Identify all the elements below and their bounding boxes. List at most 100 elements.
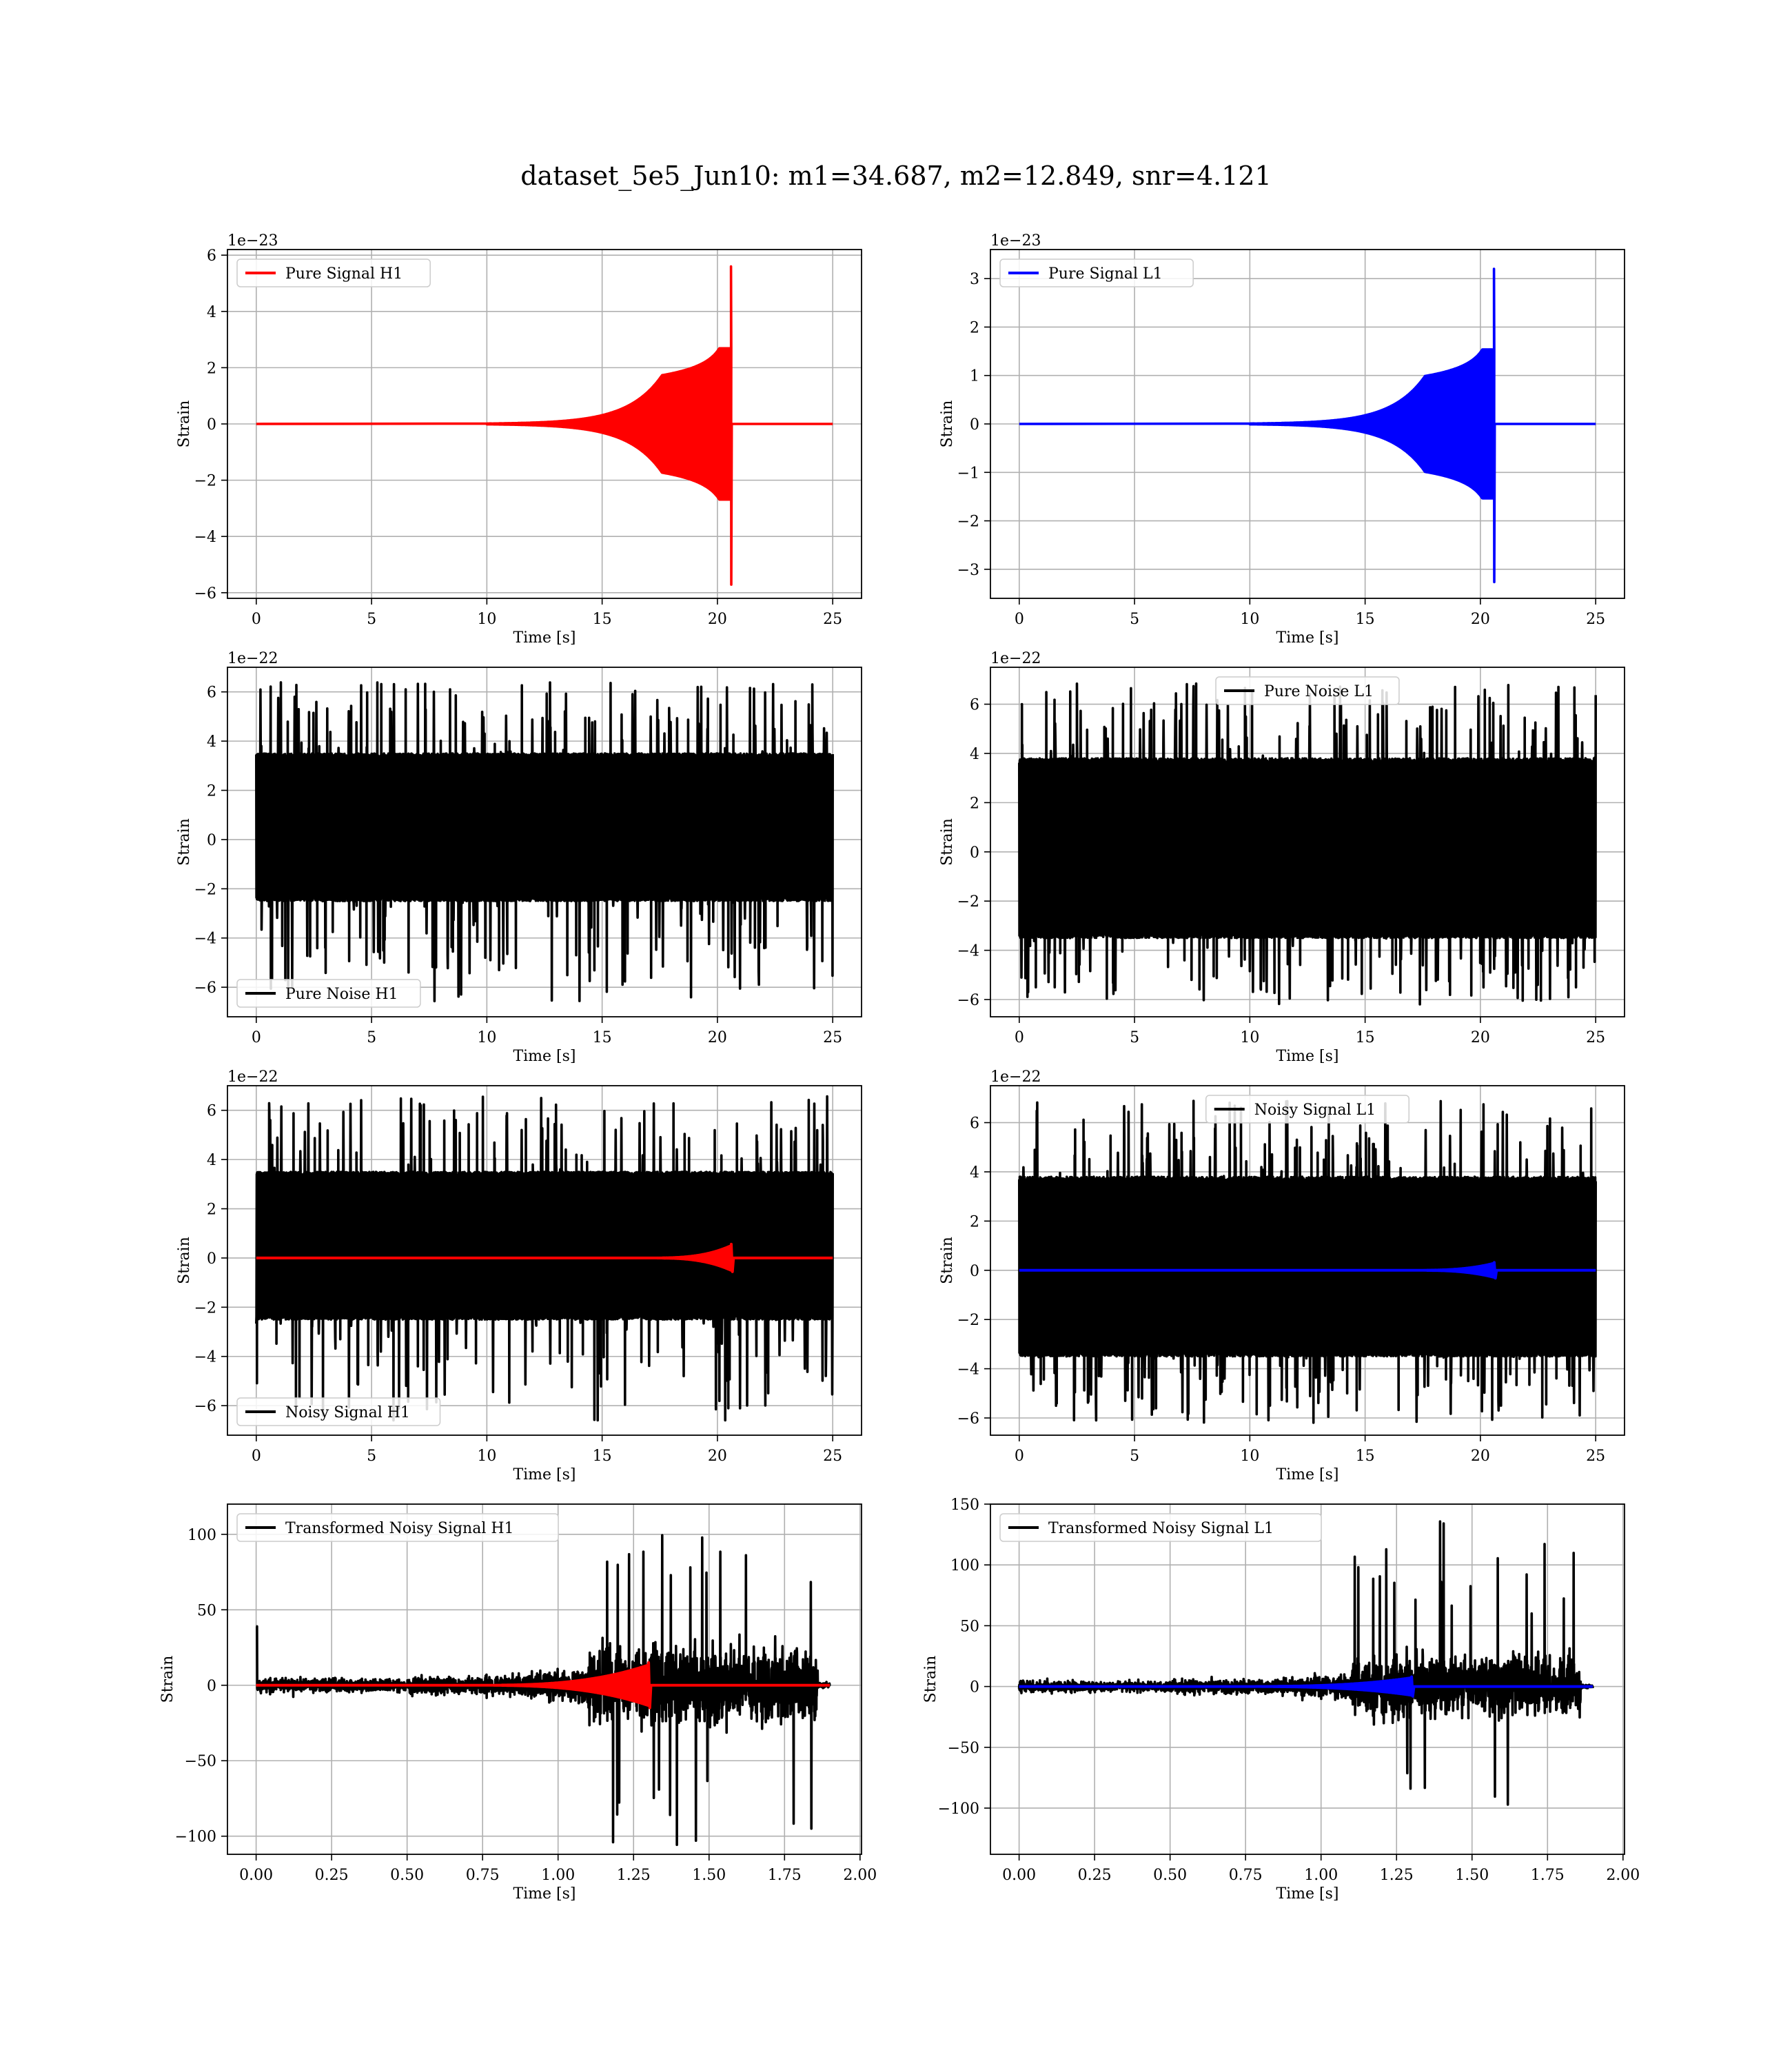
legend-label: Transformed Noisy Signal L1 xyxy=(1048,1520,1274,1537)
y-tick-label: 0 xyxy=(207,1678,216,1695)
y-tick-label: −4 xyxy=(957,943,979,960)
y-tick-label: 4 xyxy=(207,733,216,751)
x-tick-label: 1.00 xyxy=(541,1867,575,1884)
legend-box xyxy=(1215,676,1400,705)
x-tick-label: 20 xyxy=(708,1029,727,1046)
legend-box xyxy=(236,258,431,287)
x-tick-label: 0 xyxy=(1015,611,1024,628)
series-line-2 xyxy=(256,1242,833,1273)
x-tick-label: 15 xyxy=(593,1029,612,1046)
legend: Transformed Noisy Signal L1 xyxy=(999,1513,1322,1542)
y-tick-label: −6 xyxy=(194,1398,216,1415)
x-tick-label: 0.75 xyxy=(1229,1867,1263,1884)
x-axis-label: Time [s] xyxy=(513,629,576,647)
series-line-1 xyxy=(255,1534,831,1846)
axes-frame xyxy=(227,1503,862,1855)
chart-panel-7: 0.00 0.25 0.50 0.75 1.00 1.25 1.50 1.75 2.00 −100… xyxy=(159,1503,877,1903)
offset-text: 1e−22 xyxy=(227,650,278,667)
x-tick-label: 15 xyxy=(593,611,612,628)
legend-label: Pure Noise H1 xyxy=(285,986,398,1003)
legend: Pure Signal L1 xyxy=(999,258,1194,287)
x-tick-label: 0.50 xyxy=(390,1867,424,1884)
x-tick-label: 5 xyxy=(1130,1029,1139,1046)
legend-label: Pure Noise L1 xyxy=(1264,683,1374,700)
x-tick-label: 1.25 xyxy=(1380,1867,1414,1884)
x-tick-label: 25 xyxy=(823,1448,842,1465)
x-tick-label: 0.75 xyxy=(466,1867,500,1884)
y-tick-label: −6 xyxy=(957,992,979,1009)
y-tick-label: −50 xyxy=(185,1753,216,1770)
y-tick-label: −50 xyxy=(948,1740,979,1757)
y-tick-label: 0 xyxy=(970,844,979,862)
y-tick-label: 50 xyxy=(960,1618,979,1635)
x-tick-label: 2.00 xyxy=(1606,1867,1640,1884)
x-tick-label: 0.00 xyxy=(1002,1867,1036,1884)
y-tick-label: 2 xyxy=(207,783,216,800)
series-line-1 xyxy=(1017,1520,1594,1806)
y-tick-label: −2 xyxy=(957,514,979,531)
x-axis-label: Time [s] xyxy=(513,1466,576,1483)
chart-panel-5: 0 5 10 15 20 25 −6 −4 −2 0 2 4 6 Time [s] Strain 1e−22 N… xyxy=(176,1068,862,1483)
x-tick-label: 1.25 xyxy=(617,1867,651,1884)
chart-panel-8: 0.00 0.25 0.50 0.75 1.00 1.25 1.50 1.75 2.00 −100… xyxy=(922,1497,1640,1903)
x-tick-label: 5 xyxy=(367,1029,376,1046)
x-tick-label: 1.00 xyxy=(1304,1867,1338,1884)
x-tick-label: 20 xyxy=(708,611,727,628)
x-axis-label: Time [s] xyxy=(1276,629,1338,647)
x-tick-label: 0 xyxy=(252,1029,261,1046)
series-line-1 xyxy=(1019,267,1596,584)
x-tick-label: 10 xyxy=(1240,1448,1259,1465)
x-axis-label: Time [s] xyxy=(513,1048,576,1065)
y-axis-label: Strain xyxy=(176,401,193,448)
series-line-1 xyxy=(1018,682,1597,1006)
series-line-1 xyxy=(1018,1099,1597,1424)
y-tick-label: −1 xyxy=(957,465,979,482)
y-tick-label: 4 xyxy=(207,304,216,321)
y-tick-label: −6 xyxy=(957,1410,979,1428)
y-tick-label: −2 xyxy=(194,1299,216,1317)
legend-box xyxy=(999,258,1194,287)
y-tick-label: 0 xyxy=(207,416,216,434)
data-layer xyxy=(1019,267,1596,584)
series-line-2 xyxy=(256,1661,830,1710)
x-tick-label: 0 xyxy=(1015,1448,1024,1465)
offset-text: 1e−22 xyxy=(990,650,1041,667)
y-axis-label: Strain xyxy=(939,1237,956,1284)
series-line-2 xyxy=(1019,1675,1593,1698)
x-tick-label: 0.50 xyxy=(1153,1867,1187,1884)
y-tick-label: 0 xyxy=(970,1263,979,1280)
x-tick-label: 1.50 xyxy=(1455,1867,1489,1884)
x-axis-label: Time [s] xyxy=(513,1885,576,1903)
legend: Noisy Signal L1 xyxy=(1205,1095,1409,1124)
y-tick-label: 6 xyxy=(207,1103,216,1120)
axes-frame xyxy=(227,667,862,1017)
x-tick-label: 10 xyxy=(1240,1029,1259,1046)
legend-label: Transformed Noisy Signal H1 xyxy=(285,1520,514,1537)
y-tick-label: 0 xyxy=(207,832,216,849)
y-tick-label: 0 xyxy=(207,1250,216,1268)
y-tick-label: −4 xyxy=(194,931,216,948)
data-layer xyxy=(255,1534,831,1846)
x-tick-label: 0 xyxy=(1015,1029,1024,1046)
x-tick-label: 10 xyxy=(477,611,496,628)
legend: Pure Signal H1 xyxy=(236,258,431,287)
figure-title: dataset_5e5_Jun10: m1=34.687, m2=12.849,… xyxy=(520,161,1272,192)
y-tick-label: −2 xyxy=(957,1312,979,1329)
y-tick-label: 6 xyxy=(207,685,216,702)
offset-text: 1e−22 xyxy=(227,1068,278,1086)
y-tick-label: 6 xyxy=(970,697,979,714)
x-tick-label: 5 xyxy=(367,1448,376,1465)
y-axis-label: Strain xyxy=(939,401,956,448)
x-tick-label: 5 xyxy=(1130,611,1139,628)
offset-text: 1e−23 xyxy=(990,232,1041,250)
x-tick-label: 10 xyxy=(477,1029,496,1046)
x-tick-label: 25 xyxy=(1586,611,1605,628)
y-axis-label: Strain xyxy=(939,818,956,866)
x-axis-label: Time [s] xyxy=(1276,1048,1338,1065)
legend-box xyxy=(1205,1095,1409,1124)
y-tick-label: −100 xyxy=(938,1801,979,1818)
y-axis-label: Strain xyxy=(922,1656,939,1703)
x-axis-label: Time [s] xyxy=(1276,1466,1338,1483)
x-tick-label: 25 xyxy=(823,611,842,628)
